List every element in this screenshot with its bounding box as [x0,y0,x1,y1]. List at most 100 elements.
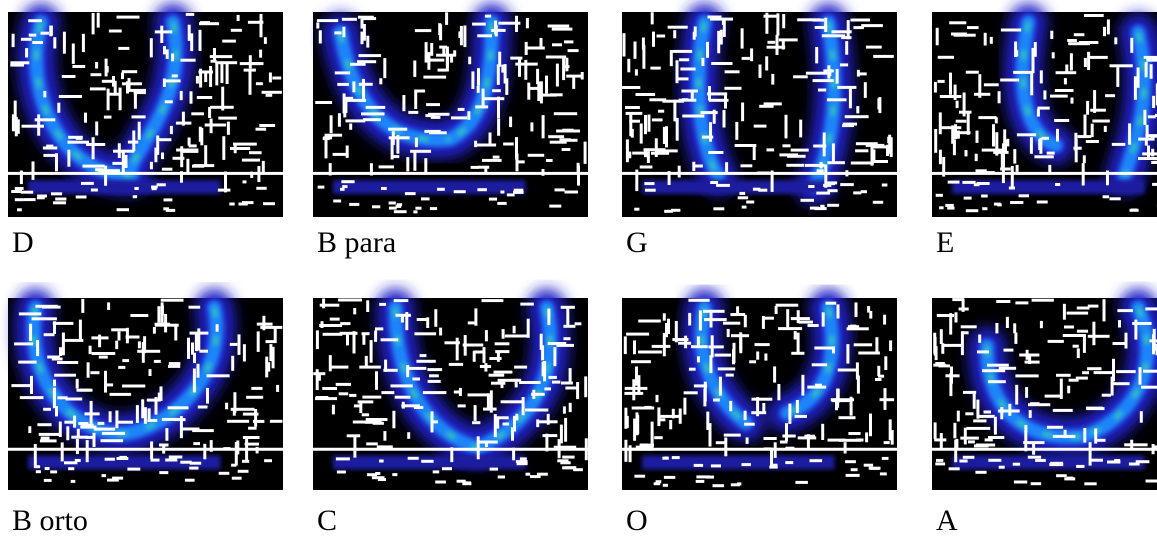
noise [315,101,333,104]
noise [828,68,832,76]
noise [426,103,440,107]
noise [512,447,516,461]
noise [560,461,571,465]
noise [52,387,56,409]
noise [251,386,263,390]
noise [701,135,714,139]
noise [784,114,788,139]
noise [224,171,227,193]
noise [634,69,638,76]
noise [724,70,740,74]
noise [1116,370,1136,374]
noise [1145,124,1149,139]
noise [622,33,626,57]
noise [414,332,437,336]
noise [779,440,788,444]
noise [383,368,398,372]
noise [552,380,561,384]
noise [793,75,808,79]
noise [1110,376,1114,396]
signal-peak [34,21,178,178]
noise [710,464,721,468]
noise [549,140,567,144]
noise [150,458,160,462]
noise [1085,140,1099,143]
noise [165,208,176,212]
noise [743,410,747,421]
noise [786,309,790,328]
noise [548,135,565,139]
noise [467,393,489,397]
noise [130,314,149,317]
noise [559,424,563,444]
noise [59,347,62,356]
noise [658,109,665,113]
noise [877,98,881,110]
noise [1133,76,1137,100]
noise [809,206,820,210]
noise [982,369,1006,373]
noise [256,322,273,326]
noise [572,75,576,89]
noise [667,171,671,185]
noise [495,350,510,354]
noise [165,428,169,441]
noise [324,138,328,159]
noise [1110,382,1130,386]
noise [515,153,519,172]
noise [883,314,887,325]
noise [95,121,99,136]
noise [313,372,326,376]
noise [717,30,721,54]
noise [651,118,663,122]
panel-label: D [12,226,34,259]
lower-band [642,180,835,195]
noise [40,436,50,440]
noise [376,445,393,449]
noise [1072,344,1079,348]
noise [67,149,71,167]
noise [877,365,881,376]
noise [709,309,713,328]
noise [375,472,381,475]
noise [1013,323,1017,334]
noise [63,338,84,342]
noise [1073,146,1082,150]
noise [473,350,485,354]
noise [1109,197,1121,201]
noise [628,151,632,159]
noise [888,419,892,441]
noise [816,191,830,195]
noise [954,312,958,323]
noise [713,398,720,402]
noise [210,105,234,109]
noise [42,146,58,150]
noise [86,143,106,146]
noise [536,472,548,476]
noise [1152,445,1157,449]
noise [624,439,628,462]
noise [662,99,684,103]
noise [53,321,56,334]
noise [256,331,260,352]
noise [564,190,578,194]
noise [338,298,362,302]
noise [963,427,967,445]
signal-peak [696,21,836,188]
noise [106,88,110,111]
noise [242,412,259,416]
noise [1136,67,1140,88]
noise [218,471,230,475]
noise [565,386,578,390]
noise [141,399,145,419]
noise [36,340,40,357]
noise [669,420,673,430]
noise [562,58,566,81]
noise [31,317,44,321]
noise [678,98,697,102]
noise [765,56,769,71]
noise [375,371,378,390]
noise [335,382,351,386]
noise [19,396,44,400]
noise [342,185,348,189]
